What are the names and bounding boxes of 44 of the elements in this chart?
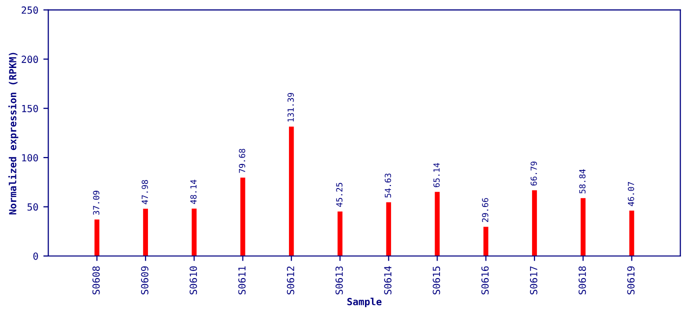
bar (629, 210, 634, 256)
bar (240, 178, 246, 256)
y-axis-title: Normalized expression (RPKM) (8, 52, 18, 214)
y-tick-label: 50 (28, 203, 38, 211)
bar (580, 198, 586, 256)
data-label: 47.98 (142, 180, 148, 204)
x-tick-label: S0609 (141, 266, 148, 294)
y-tick-label: 200 (22, 56, 38, 63)
bar (483, 226, 488, 256)
data-label: 37.09 (93, 190, 100, 215)
x-tick-label: S0608 (92, 266, 100, 294)
x-tick-label: S0613 (336, 266, 343, 294)
bar (288, 126, 294, 256)
bar (143, 208, 148, 256)
data-label: 79.68 (238, 148, 246, 173)
x-tick-label: S0615 (432, 266, 440, 294)
bar (338, 211, 342, 256)
data-label: 45.25 (336, 182, 342, 207)
data-label: 48.14 (190, 180, 197, 204)
bar (386, 202, 392, 256)
x-tick-label: S0616 (481, 266, 489, 294)
bar (532, 190, 537, 256)
y-tick-label: 0 (33, 252, 38, 260)
y-tick-label: 150 (22, 104, 38, 112)
y-tick-label: 250 (22, 6, 38, 14)
x-tick-label: S0610 (190, 266, 197, 294)
bar (94, 219, 100, 256)
data-label: 58.84 (579, 169, 586, 194)
data-label: 46.07 (628, 182, 634, 206)
x-tick-label: S0614 (384, 266, 392, 294)
data-label: 65.14 (433, 163, 440, 188)
x-tick-label: S0618 (578, 266, 586, 294)
bar (434, 192, 440, 256)
data-label: 29.66 (482, 198, 488, 222)
y-tick-label: 100 (22, 154, 38, 162)
data-label: 54.63 (384, 174, 392, 198)
x-tick-label: S0619 (627, 266, 635, 294)
x-tick-label: S0611 (238, 266, 246, 294)
x-tick-label: S0617 (530, 266, 538, 294)
x-axis-title: Sample (347, 298, 382, 308)
data-label: 131.39 (288, 92, 294, 122)
bar (192, 208, 197, 256)
x-tick-label: S0612 (286, 266, 294, 294)
data-label: 66.79 (530, 162, 537, 186)
